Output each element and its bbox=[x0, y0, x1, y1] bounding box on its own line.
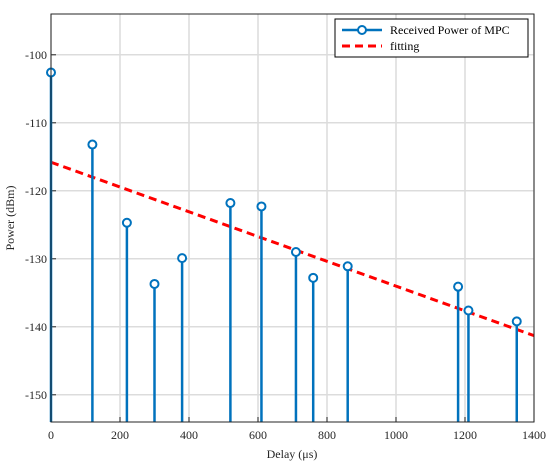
stem-marker bbox=[290, 247, 301, 257]
stem-marker bbox=[453, 281, 464, 292]
legend-fitting-label: fitting bbox=[390, 39, 419, 53]
stem-marker bbox=[149, 278, 160, 289]
stem-marker bbox=[256, 201, 267, 212]
stem-marker bbox=[177, 253, 188, 264]
y-tick-label: -120 bbox=[25, 184, 47, 198]
legend: Received Power of MPC fitting bbox=[334, 18, 529, 58]
x-tick-label: 0 bbox=[48, 428, 54, 442]
legend-box bbox=[334, 18, 529, 58]
x-tick-labels: 0 200 400 600 800 1000 1200 1400 bbox=[48, 428, 546, 442]
x-axis-label: Delay (μs) bbox=[267, 447, 318, 461]
stem-marker bbox=[121, 217, 132, 228]
x-tick-label: 200 bbox=[111, 428, 129, 442]
fitting-line bbox=[50, 160, 535, 338]
y-axis-label: Power (dBm) bbox=[3, 186, 17, 251]
x-tick-label: 1200 bbox=[453, 428, 477, 442]
stem-marker bbox=[225, 198, 236, 209]
legend-mpc-label: Received Power of MPC bbox=[390, 23, 510, 37]
stem-marker bbox=[511, 316, 522, 327]
y-tick-label: -140 bbox=[25, 320, 47, 334]
y-tick-label: -110 bbox=[25, 116, 47, 130]
y-tick-labels: -100 -110 -120 -130 -140 -150 bbox=[25, 48, 47, 402]
legend-mpc-marker bbox=[357, 25, 367, 35]
y-tick-label: -130 bbox=[25, 252, 47, 266]
y-tick-label: -100 bbox=[25, 48, 47, 62]
y-tick-label: -150 bbox=[25, 388, 47, 402]
stem-marker bbox=[308, 272, 319, 283]
grid-lines bbox=[50, 14, 535, 422]
fitting-line-layer bbox=[50, 160, 535, 338]
plot-frame bbox=[50, 13, 535, 423]
x-tick-label: 400 bbox=[180, 428, 198, 442]
x-tick-label: 1400 bbox=[522, 428, 546, 442]
x-tick-label: 800 bbox=[318, 428, 336, 442]
x-tick-label: 1000 bbox=[384, 428, 408, 442]
stem-marker bbox=[463, 305, 474, 316]
stem-marker bbox=[87, 139, 98, 150]
stem-marker bbox=[342, 261, 353, 272]
x-tick-label: 600 bbox=[249, 428, 267, 442]
